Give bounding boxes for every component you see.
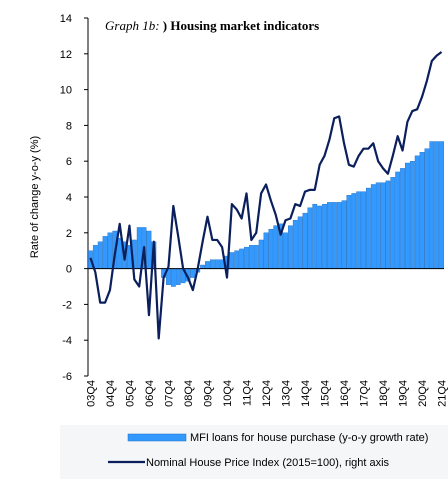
y-tick-label: 0 — [66, 264, 72, 276]
bar — [287, 225, 293, 269]
bar — [200, 264, 205, 269]
y-tick-label: 2 — [66, 228, 72, 240]
x-tick-label: 18Q4 — [378, 380, 390, 407]
x-tick-label: 20Q4 — [417, 380, 429, 407]
x-tick-label: 21Q4 — [437, 380, 448, 407]
bar — [375, 182, 381, 269]
x-tick-label: 09Q4 — [202, 380, 214, 407]
bar — [419, 152, 425, 269]
bar — [205, 261, 210, 269]
bar — [370, 184, 376, 269]
x-tick-label: 11Q4 — [241, 380, 253, 406]
bar — [351, 193, 357, 269]
x-tick-label: 06Q4 — [144, 380, 156, 407]
bar — [102, 236, 108, 269]
bar — [414, 155, 420, 269]
x-tick-label: 15Q4 — [320, 380, 332, 407]
bar — [361, 191, 366, 269]
bar — [366, 187, 371, 269]
bar — [190, 268, 196, 278]
x-tick-label: 05Q4 — [124, 380, 136, 407]
y-tick-label: 10 — [60, 85, 72, 97]
bar — [244, 246, 249, 269]
x-tick-label: 03Q4 — [85, 380, 97, 407]
bar — [107, 232, 113, 269]
bar — [239, 248, 245, 269]
bar — [424, 148, 430, 269]
bar — [136, 227, 142, 269]
x-tick-label: 14Q4 — [300, 380, 312, 407]
y-tick-label: -2 — [62, 299, 72, 311]
bar — [209, 259, 215, 269]
bar — [341, 200, 347, 269]
bar — [170, 268, 176, 287]
bar — [175, 268, 181, 285]
y-tick-label: 4 — [66, 192, 72, 204]
bar — [405, 162, 410, 269]
bar — [322, 203, 327, 269]
bar — [283, 232, 288, 269]
bar — [331, 202, 337, 269]
legend-label: MFI loans for house purchase (y-o-y grow… — [190, 432, 428, 444]
y-tick-label: 12 — [60, 49, 72, 61]
y-tick-label: 8 — [66, 120, 72, 132]
bar — [346, 195, 352, 269]
bar — [434, 141, 440, 269]
bar — [395, 171, 401, 269]
x-tick-label: 12Q4 — [261, 380, 273, 407]
bar — [248, 245, 254, 269]
title-text: ) Housing market indicators — [163, 18, 319, 33]
bar — [253, 245, 259, 269]
x-tick-label: 07Q4 — [163, 380, 175, 407]
bar — [317, 205, 323, 269]
bar — [214, 259, 220, 269]
bar — [258, 239, 264, 269]
y-tick-label: -4 — [62, 335, 72, 347]
bar — [146, 230, 152, 269]
legend-label: Nominal House Price Index (2015=100), ri… — [146, 457, 390, 469]
legend-swatch — [127, 433, 187, 442]
x-tick-label: 19Q4 — [398, 380, 410, 407]
y-tick-label: 6 — [66, 156, 72, 168]
bar — [234, 250, 240, 269]
chart-title: Graph 1b: ) Housing market indicators — [105, 18, 319, 33]
bar — [327, 202, 332, 269]
bar — [429, 141, 435, 269]
bar — [409, 160, 415, 269]
x-tick-label: 16Q4 — [339, 380, 351, 407]
bar — [356, 191, 362, 269]
bar — [400, 168, 405, 269]
bar — [292, 220, 298, 269]
bar — [307, 207, 313, 269]
bar — [229, 252, 235, 269]
legend-box — [60, 425, 448, 479]
bar — [302, 212, 308, 269]
bar — [273, 225, 279, 269]
bar — [336, 202, 342, 269]
bar — [263, 232, 269, 269]
bar — [380, 182, 386, 269]
bar — [297, 216, 303, 269]
bar — [312, 203, 318, 269]
line — [89, 51, 443, 340]
bar — [97, 241, 103, 269]
x-tick-label: 13Q4 — [281, 380, 293, 407]
bar — [390, 177, 396, 269]
title-label: Graph 1b: — [105, 18, 160, 33]
x-tick-label: 10Q4 — [222, 380, 234, 407]
bar — [385, 180, 391, 269]
x-tick-label: 17Q4 — [359, 380, 371, 407]
bar — [268, 229, 274, 269]
y-tick-label: 14 — [60, 13, 72, 25]
x-tick-label: 08Q4 — [183, 380, 195, 407]
y-tick-label: -6 — [62, 371, 72, 383]
bar — [439, 141, 444, 269]
y-axis-label: Rate of change y-o-y (%) — [29, 136, 41, 258]
x-tick-label: 04Q4 — [105, 380, 117, 407]
